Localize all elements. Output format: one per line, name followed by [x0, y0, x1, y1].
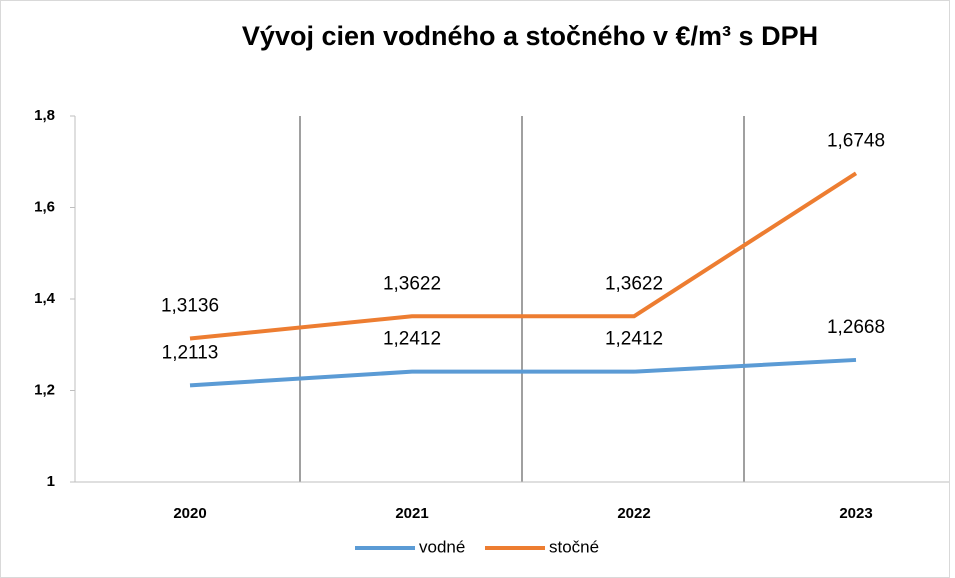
series-line: [189, 357, 857, 388]
y-tick-label: 1,2: [34, 381, 55, 398]
legend-label: stočné: [549, 537, 599, 556]
data-label: 1,3622: [605, 273, 663, 294]
data-label: 1,2412: [383, 329, 441, 350]
x-tick-label: 2023: [839, 505, 872, 522]
series-line: [189, 171, 858, 341]
x-tick-label: 2020: [173, 505, 206, 522]
y-tick-label: 1,6: [34, 198, 55, 215]
data-label: 1,2668: [827, 317, 885, 338]
y-tick-label: 1: [47, 473, 55, 490]
data-label: 1,3136: [161, 296, 219, 317]
data-label: 1,2113: [162, 342, 219, 363]
y-tick-label: 1,8: [34, 107, 55, 124]
legend-label: vodné: [419, 537, 465, 556]
chart-title: Vývoj cien vodného a stočného v €/m³ s D…: [242, 21, 818, 51]
x-tick-label: 2022: [617, 505, 650, 522]
data-label: 1,3622: [383, 273, 441, 294]
y-tick-label: 1,4: [34, 290, 56, 307]
data-label: 1,6748: [827, 130, 885, 151]
x-tick-label: 2021: [395, 505, 428, 522]
data-label: 1,2412: [605, 329, 663, 350]
